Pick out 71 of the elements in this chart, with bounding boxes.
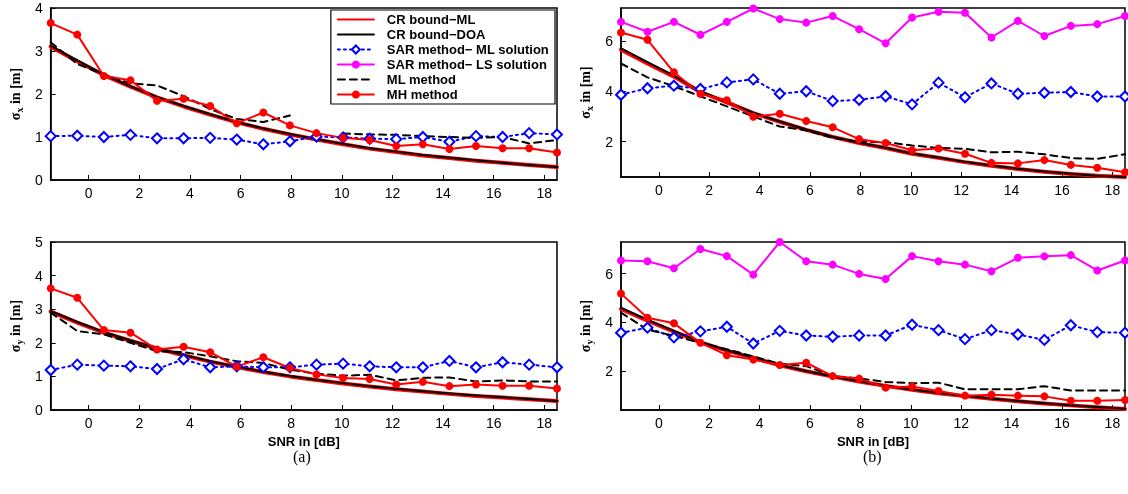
x-tick-label: 16 bbox=[1054, 182, 1070, 198]
legend-label: MH method bbox=[386, 87, 458, 102]
x-tick-label: 2 bbox=[705, 415, 714, 431]
x-axis-title: SNR in [dB] bbox=[267, 433, 340, 449]
text: (b) bbox=[863, 447, 882, 466]
y-tick-label: 2 bbox=[34, 334, 43, 351]
x-tick-label: 12 bbox=[384, 185, 401, 201]
text: (a) bbox=[293, 447, 311, 466]
x-tick-label: 14 bbox=[1003, 182, 1020, 198]
x-tick-label: 18 bbox=[1104, 182, 1121, 198]
x-tick-label: 6 bbox=[236, 185, 245, 201]
x-tick-label: 0 bbox=[654, 182, 663, 198]
x-tick-label: 16 bbox=[485, 185, 502, 201]
x-tick-label: 6 bbox=[806, 182, 815, 198]
x-tick-label: 2 bbox=[135, 415, 144, 431]
x-tick-label: 12 bbox=[953, 415, 970, 431]
y-axis-title: σy in [m] bbox=[7, 299, 25, 353]
y-tick-label: 3 bbox=[34, 301, 43, 318]
x-tick-label: 0 bbox=[84, 185, 93, 201]
legend-label: CR bound−ML bbox=[386, 12, 476, 27]
y-tick-label: 2 bbox=[605, 133, 614, 150]
x-tick-label: 4 bbox=[755, 182, 764, 198]
x-tick-label: 10 bbox=[903, 415, 919, 431]
y-tick-label: 6 bbox=[605, 265, 614, 282]
x-tick-label: 6 bbox=[806, 415, 815, 431]
legend-label: ML method bbox=[386, 72, 457, 87]
x-tick-label: 2 bbox=[705, 182, 714, 198]
y-tick-label: 2 bbox=[605, 363, 614, 380]
y-axis-title: σx in [m] bbox=[7, 67, 25, 121]
x-tick-label: 10 bbox=[334, 415, 350, 431]
x-tick-label: 12 bbox=[384, 415, 401, 431]
y-tick-label: 4 bbox=[605, 314, 614, 331]
y-tick-label: 3 bbox=[34, 43, 43, 59]
legend-label: SAR method− LS solution bbox=[386, 57, 547, 72]
x-tick-label: 4 bbox=[755, 415, 764, 431]
x-tick-label: 14 bbox=[1003, 415, 1020, 431]
y-tick-label: 5 bbox=[34, 234, 43, 250]
y-tick-label: 1 bbox=[34, 129, 43, 145]
y-tick-label: 6 bbox=[605, 32, 614, 49]
legend-label: CR bound−DOA bbox=[386, 27, 487, 42]
y-axis-title: σy in [m] bbox=[577, 299, 595, 353]
y-tick-label: 0 bbox=[34, 402, 43, 418]
y-tick-label: 4 bbox=[34, 267, 43, 284]
x-tick-label: 16 bbox=[485, 415, 502, 431]
y-axis-title: σx in [m] bbox=[577, 66, 595, 119]
x-tick-label: 16 bbox=[1054, 415, 1070, 431]
y-tick-label: 1 bbox=[34, 368, 43, 385]
x-tick-label: 14 bbox=[435, 185, 452, 201]
x-tick-label: 8 bbox=[287, 185, 296, 201]
x-tick-label: 2 bbox=[135, 185, 144, 201]
x-tick-label: 10 bbox=[334, 185, 350, 201]
x-tick-label: 18 bbox=[536, 185, 553, 201]
legend-label: SAR method− ML solution bbox=[386, 42, 549, 57]
x-tick-label: 4 bbox=[186, 415, 195, 431]
x-tick-label: 4 bbox=[186, 185, 195, 201]
x-tick-label: 18 bbox=[536, 415, 553, 431]
y-tick-label: 4 bbox=[605, 83, 614, 100]
x-axis-title: SNR in [dB] bbox=[836, 433, 910, 449]
x-tick-label: 10 bbox=[903, 182, 919, 198]
y-tick-label: 4 bbox=[34, 0, 43, 16]
x-tick-label: 0 bbox=[654, 415, 663, 431]
y-tick-label: 2 bbox=[34, 86, 43, 102]
x-tick-label: 8 bbox=[287, 415, 296, 431]
y-tick-label: 0 bbox=[34, 172, 43, 188]
x-tick-label: 6 bbox=[236, 415, 245, 431]
x-tick-label: 8 bbox=[856, 182, 865, 198]
x-tick-label: 14 bbox=[435, 415, 452, 431]
x-tick-label: 18 bbox=[1104, 415, 1121, 431]
x-tick-label: 8 bbox=[856, 415, 865, 431]
x-tick-label: 0 bbox=[84, 415, 93, 431]
x-tick-label: 12 bbox=[953, 182, 970, 198]
